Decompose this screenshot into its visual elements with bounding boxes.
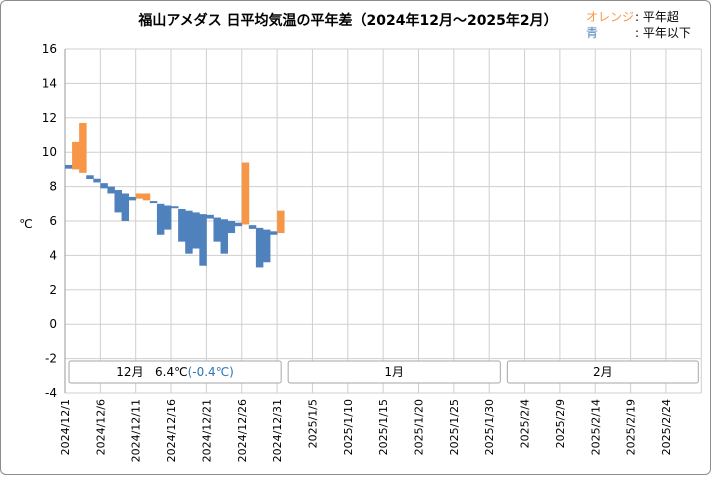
bar-day [135,193,144,199]
month-summary-boxes: 12月 6.4℃(-0.4℃) 1月 2月 [68,360,699,384]
x-tick-label: 2025/2/24 [660,399,673,455]
y-tick-labels: -4 -2 0 2 4 6 8 10 12 14 16 [42,42,57,400]
bar-day [142,193,151,201]
y-tick-label: -4 [45,386,57,400]
x-tick-label: 2025/1/5 [306,399,319,448]
x-tick-label: 2025/1/25 [448,399,461,455]
month-box [506,360,699,384]
x-tick-label: 2025/2/9 [554,399,567,448]
x-tick-label: 2025/1/30 [483,399,496,455]
bar-day [163,205,172,230]
y-tick-label: 6 [49,214,57,228]
bar-day [185,210,193,254]
month-name: 2月 [593,365,613,379]
bar-day [192,212,200,249]
bar-day [241,162,250,225]
x-tick-label: 2025/2/14 [589,399,602,455]
month-mean: 6.4℃ [144,365,188,379]
month-name: 12月 [116,365,143,379]
y-tick-label: -2 [45,352,57,366]
month-label: 2月 [593,365,613,379]
y-tick-label: 0 [49,317,57,331]
y-tick-label: 4 [49,248,57,262]
bar-day [270,231,278,235]
bar-day [227,221,236,234]
month-box [68,360,282,384]
bar-day [114,190,122,213]
month-box [287,360,501,384]
bar-day [100,183,108,189]
x-tick-label: 2024/12/1 [59,399,72,455]
x-tick-label: 2025/2/4 [519,399,532,448]
x-tick-label: 2024/12/21 [200,399,213,462]
bar-day [213,217,221,242]
month-anomaly: (-0.4℃) [188,365,234,379]
bar-day [128,196,137,201]
bar-day [220,219,229,254]
bar-day [93,178,101,183]
bars-layer [65,122,285,268]
bar-day [86,175,94,179]
bar-day [149,201,158,204]
y-axis-label: ℃ [19,217,32,231]
legend: オレンジ : 平年超 青 : 平年以下 [586,9,691,40]
x-tick-label: 2025/1/15 [377,399,390,455]
bar-day [65,164,73,169]
bar-day [255,227,264,268]
bar-day [206,214,214,219]
bar-day [248,225,257,229]
y-tick-label: 14 [42,76,57,90]
x-tick-label: 2025/1/10 [342,399,355,455]
legend-blue-desc: : 平年以下 [635,26,691,40]
legend-blue-label: 青 [586,26,598,40]
bar-day [107,186,115,194]
x-tick-label: 2025/1/20 [413,399,426,455]
x-tick-label: 2024/12/31 [271,399,284,462]
month-label: 12月 6.4℃(-0.4℃) [116,365,234,379]
bar-day [178,208,186,242]
bar-day [121,193,130,221]
x-tick-label: 2024/12/11 [130,399,143,462]
y-tick-label: 12 [42,111,57,125]
bar-day [277,210,285,234]
bar-day [171,206,179,209]
bar-day [199,214,207,266]
legend-orange-desc: : 平年超 [635,9,679,24]
y-tick-label: 8 [49,180,57,194]
x-tick-label: 2024/12/16 [165,399,178,462]
bar-day [79,122,87,173]
x-tick-label: 2024/12/26 [236,399,249,462]
legend-orange-label: オレンジ [586,10,634,24]
bar-day [72,141,80,170]
x-tick-label: 2024/12/6 [94,399,107,455]
x-tick-labels: 2024/12/1 2024/12/6 2024/12/11 2024/12/16 20… [59,399,673,462]
bar-day [156,203,165,235]
y-tick-label: 10 [42,145,57,159]
bar-day [262,229,271,263]
month-name: 1月 [384,365,404,379]
chart-title: 福山アメダス 日平均気温の平年差（2024年12月～2025年2月） [137,12,557,29]
bar-day [234,222,243,227]
y-tick-label: 2 [49,283,57,297]
y-tick-label: 16 [42,42,57,56]
month-label: 1月 [384,365,404,379]
x-tick-label: 2025/2/19 [625,399,638,455]
horizontal-grid [64,48,702,394]
